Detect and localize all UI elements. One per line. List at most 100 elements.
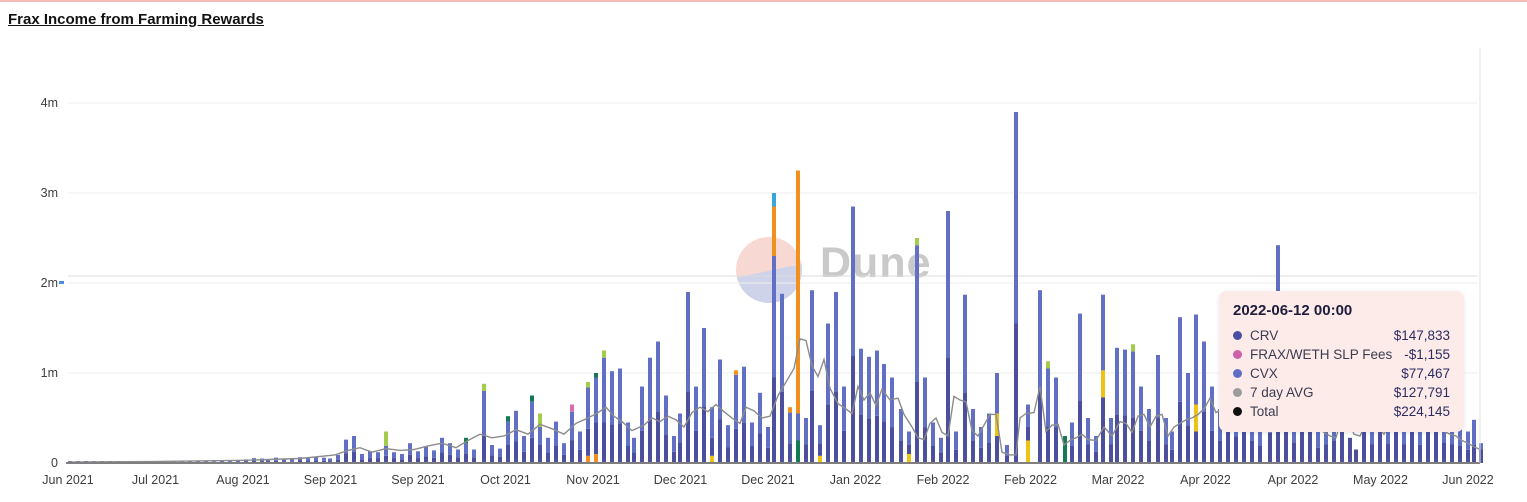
bar[interactable]: [915, 238, 919, 463]
bar[interactable]: [1258, 422, 1262, 464]
bar[interactable]: [954, 431, 958, 464]
bar[interactable]: [1101, 294, 1105, 463]
bar[interactable]: [686, 292, 690, 463]
bar[interactable]: [1202, 341, 1206, 464]
bar[interactable]: [766, 427, 770, 463]
bar[interactable]: [432, 450, 436, 463]
bar[interactable]: [448, 443, 452, 463]
bar[interactable]: [376, 452, 380, 463]
bar[interactable]: [678, 413, 682, 464]
bar[interactable]: [788, 407, 792, 463]
bar[interactable]: [780, 293, 784, 463]
bar[interactable]: [618, 368, 622, 464]
bar[interactable]: [1014, 112, 1018, 463]
bar[interactable]: [818, 425, 822, 463]
bar[interactable]: [482, 383, 486, 463]
bar[interactable]: [672, 436, 676, 463]
bar[interactable]: [1170, 431, 1174, 464]
bar[interactable]: [907, 431, 911, 464]
bar[interactable]: [1054, 377, 1058, 464]
bar[interactable]: [1094, 436, 1098, 463]
bar[interactable]: [931, 422, 935, 464]
bar[interactable]: [1086, 418, 1090, 463]
bar[interactable]: [1123, 349, 1127, 463]
bar[interactable]: [392, 452, 396, 463]
bar[interactable]: [384, 431, 388, 464]
bar[interactable]: [554, 421, 558, 463]
bar[interactable]: [498, 448, 502, 463]
bar[interactable]: [424, 446, 428, 463]
bar[interactable]: [710, 407, 714, 463]
bar[interactable]: [314, 456, 318, 463]
bar[interactable]: [464, 437, 468, 463]
bar[interactable]: [586, 382, 590, 463]
bar[interactable]: [360, 454, 364, 463]
bar[interactable]: [1186, 373, 1190, 463]
bar[interactable]: [1479, 443, 1483, 463]
bar[interactable]: [979, 427, 983, 463]
bar[interactable]: [400, 454, 404, 463]
bar[interactable]: [506, 416, 510, 463]
bar[interactable]: [368, 451, 372, 463]
bar[interactable]: [1316, 427, 1320, 463]
bar[interactable]: [1038, 290, 1042, 463]
bar[interactable]: [875, 350, 879, 464]
bar[interactable]: [772, 193, 776, 463]
bar[interactable]: [796, 170, 800, 464]
bar[interactable]: [306, 458, 310, 463]
bar[interactable]: [522, 436, 526, 463]
chart-title-link[interactable]: Frax Income from Farming Rewards: [8, 11, 264, 28]
bar[interactable]: [632, 437, 636, 463]
bar[interactable]: [1178, 317, 1182, 463]
bar[interactable]: [472, 449, 476, 464]
bar[interactable]: [702, 328, 706, 463]
bar[interactable]: [546, 437, 550, 463]
bar[interactable]: [456, 449, 460, 464]
bar[interactable]: [530, 395, 534, 464]
bar[interactable]: [490, 445, 494, 463]
bar[interactable]: [1063, 436, 1067, 463]
bar[interactable]: [750, 422, 754, 464]
bar[interactable]: [1348, 437, 1352, 463]
bar[interactable]: [640, 386, 644, 464]
bar[interactable]: [1466, 431, 1470, 464]
bar[interactable]: [1354, 449, 1358, 464]
bar[interactable]: [440, 437, 444, 463]
bar[interactable]: [834, 292, 838, 463]
bar[interactable]: [322, 457, 326, 463]
bar[interactable]: [664, 395, 668, 464]
bar[interactable]: [1115, 347, 1119, 463]
bar[interactable]: [946, 211, 950, 463]
bar[interactable]: [804, 418, 808, 463]
bar[interactable]: [336, 454, 340, 463]
bar[interactable]: [1156, 355, 1160, 463]
bar[interactable]: [718, 359, 722, 464]
bar[interactable]: [1026, 404, 1030, 464]
bar[interactable]: [758, 392, 762, 463]
bar[interactable]: [352, 436, 356, 463]
bar[interactable]: [344, 439, 348, 463]
bar[interactable]: [1472, 419, 1476, 463]
bar[interactable]: [656, 341, 660, 464]
bar[interactable]: [562, 443, 566, 463]
bar[interactable]: [971, 409, 975, 463]
bar[interactable]: [923, 377, 927, 464]
bar[interactable]: [538, 413, 542, 464]
bar[interactable]: [987, 413, 991, 464]
bar[interactable]: [626, 422, 630, 464]
bar[interactable]: [578, 431, 582, 464]
bar[interactable]: [1070, 422, 1074, 464]
bar[interactable]: [1131, 344, 1135, 463]
bar[interactable]: [610, 371, 614, 463]
bar[interactable]: [1139, 386, 1143, 464]
bar[interactable]: [1194, 314, 1198, 464]
bar[interactable]: [939, 437, 943, 463]
bar[interactable]: [826, 323, 830, 464]
bar[interactable]: [1147, 409, 1151, 463]
bar[interactable]: [742, 366, 746, 463]
bar[interactable]: [867, 356, 871, 463]
bar[interactable]: [570, 404, 574, 464]
bar[interactable]: [890, 377, 894, 464]
bar[interactable]: [648, 357, 652, 463]
bar[interactable]: [726, 425, 730, 463]
